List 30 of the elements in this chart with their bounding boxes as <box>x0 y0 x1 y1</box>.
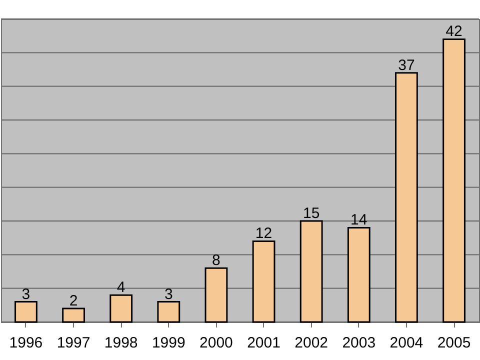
bar <box>300 220 323 323</box>
data-label: 3 <box>22 286 30 303</box>
x-tick-label: 2004 <box>390 334 424 352</box>
bar <box>252 240 276 323</box>
bar <box>204 267 228 323</box>
data-label: 3 <box>164 286 173 303</box>
bar <box>62 308 85 323</box>
x-tick-label: 2003 <box>342 334 376 352</box>
data-label: 8 <box>212 252 220 270</box>
x-tick-label: 2002 <box>294 334 328 352</box>
data-label: 42 <box>446 23 462 40</box>
x-tick-label: 2005 <box>437 334 471 352</box>
data-label: 15 <box>303 205 320 222</box>
bar <box>347 226 370 323</box>
bar <box>442 38 466 323</box>
data-label: 2 <box>69 292 78 310</box>
bar <box>395 72 418 323</box>
data-label: 14 <box>350 212 368 229</box>
data-label: 4 <box>116 279 126 296</box>
x-tick-label: 2000 <box>200 334 233 352</box>
data-label: 12 <box>255 225 272 242</box>
bar <box>14 301 38 323</box>
x-tick-label: 1997 <box>56 334 90 352</box>
x-tick-label: 2001 <box>247 334 280 352</box>
x-tick-label: 1996 <box>9 334 43 352</box>
data-label: 37 <box>398 56 415 74</box>
bar <box>157 301 180 323</box>
bar <box>110 294 133 323</box>
x-tick-label: 1998 <box>104 334 138 352</box>
x-tick-label: 1999 <box>152 334 186 352</box>
